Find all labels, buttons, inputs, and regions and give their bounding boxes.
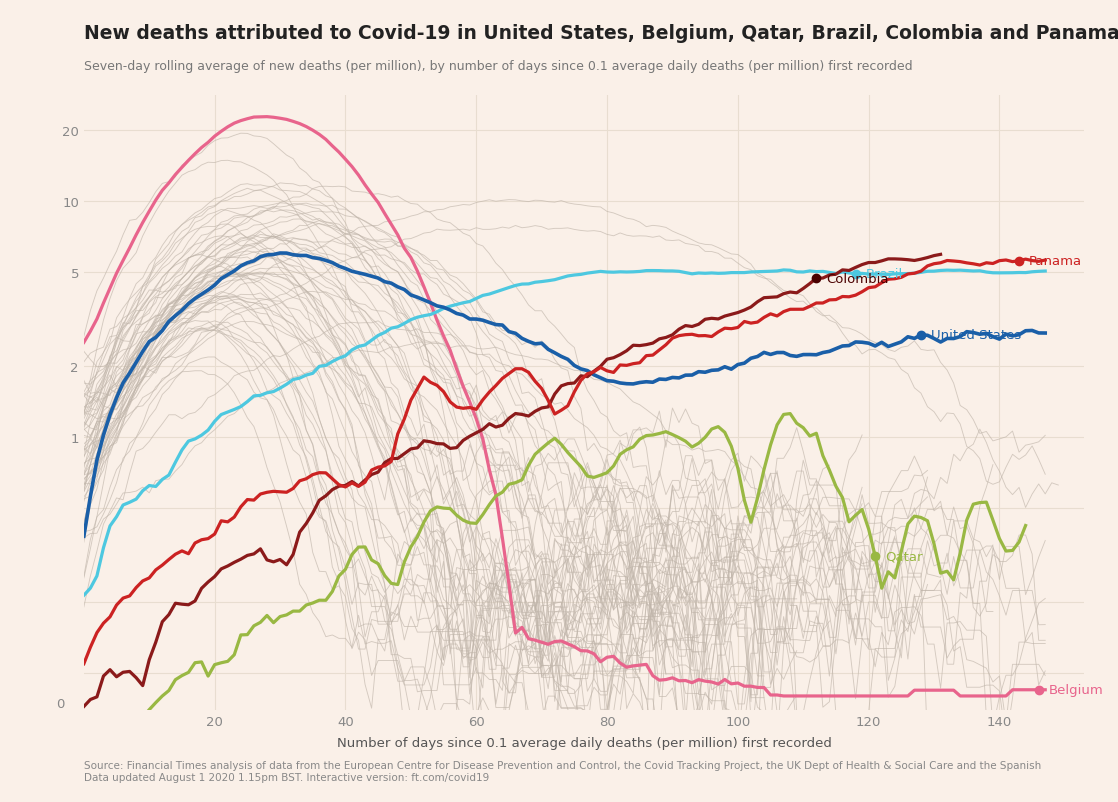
Text: Brazil: Brazil (865, 268, 902, 281)
Text: Belgium: Belgium (1049, 683, 1103, 696)
Text: Seven-day rolling average of new deaths (per million), by number of days since 0: Seven-day rolling average of new deaths … (84, 60, 912, 73)
X-axis label: Number of days since 0.1 average daily deaths (per million) first recorded: Number of days since 0.1 average daily d… (337, 736, 832, 749)
Text: 0: 0 (56, 697, 64, 710)
Text: United States: United States (931, 329, 1021, 342)
Text: Colombia: Colombia (826, 273, 889, 286)
Text: New deaths attributed to Covid-19 in United States, Belgium, Qatar, Brazil, Colo: New deaths attributed to Covid-19 in Uni… (84, 24, 1118, 43)
Text: Panama: Panama (1029, 255, 1082, 268)
Text: Qatar: Qatar (885, 550, 922, 563)
Text: Source: Financial Times analysis of data from the European Centre for Disease Pr: Source: Financial Times analysis of data… (84, 760, 1041, 782)
